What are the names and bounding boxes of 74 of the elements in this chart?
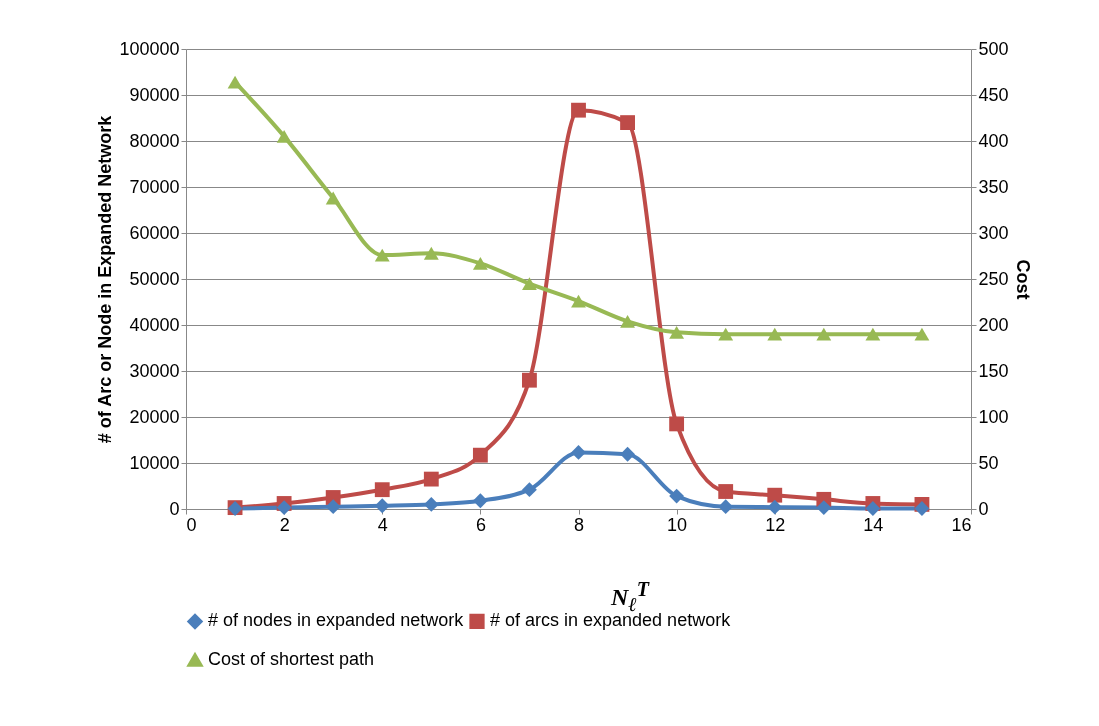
y2-tick-label: 300 [978,222,1009,243]
y2-tick-label: 400 [978,130,1009,151]
point [522,372,537,388]
x-tick-label: 16 [951,514,972,535]
x-tick-label: 0 [186,514,197,535]
point [472,493,488,509]
x-tick-label: 4 [377,514,388,535]
x-tick-label: 8 [573,514,585,535]
point [522,482,537,498]
point [571,294,586,308]
y-tick-label: 10000 [129,452,180,473]
point [669,488,685,504]
x-tick-label: 12 [765,514,786,535]
x-tick-label: 14 [863,514,884,535]
y-tick-label: 20000 [129,406,180,427]
y-tick-label: 80000 [129,130,180,151]
y-tick-label: 50000 [129,268,180,289]
point [669,416,685,432]
point [423,496,439,512]
point [472,447,488,463]
y2-tick-label: 150 [978,360,1009,381]
point [767,487,783,503]
y-tick-label: 100000 [119,38,180,59]
legend-label: # of nodes in expanded network [208,610,465,631]
point [718,327,734,341]
y2-tick-label: 250 [978,268,1009,289]
point [472,256,488,270]
y-tick-label: 30000 [129,360,180,381]
y2-axis-title: Cost [1012,259,1033,300]
y2-tick-label: 200 [978,314,1009,335]
y-axis-title: # of Arc or Node in Expanded Network [95,114,116,444]
point [865,327,881,341]
point [374,248,390,262]
y2-tick-label: 350 [978,176,1009,197]
y2-tick-label: 100 [978,406,1009,427]
point [816,327,832,341]
x-tick-label: 2 [279,514,290,535]
point [669,325,685,339]
x-tick-label: 6 [475,514,486,535]
legend-label: Cost of shortest path [208,649,375,669]
point [816,500,832,516]
point [325,499,341,515]
point [914,501,930,516]
point [374,498,390,514]
point [423,471,439,487]
point [865,501,881,516]
point [374,482,390,498]
x-tick-label: 10 [667,514,688,535]
y2-tick-label: 500 [978,38,1009,59]
point [767,499,783,515]
point [522,277,537,291]
point [276,129,292,143]
point [718,484,734,499]
point [571,102,586,118]
y2-tick-label: 50 [978,452,999,473]
y-tick-label: 70000 [129,176,180,197]
point [620,115,635,131]
point [571,445,586,460]
point [227,75,243,89]
y-tick-label: 40000 [129,314,180,335]
point [276,500,292,516]
y2-tick-label: 450 [978,84,1009,105]
y-tick-label: 90000 [129,84,180,105]
y-tick-label: 0 [169,498,180,519]
point [620,314,635,328]
point [718,499,734,515]
y-tick-label: 60000 [129,222,180,243]
legend-label: # of arcs in expanded network [490,610,732,631]
point [325,191,341,205]
point [767,327,783,341]
y2-tick-label: 0 [978,498,989,519]
point [914,327,930,341]
point [423,246,439,260]
point [620,446,635,462]
